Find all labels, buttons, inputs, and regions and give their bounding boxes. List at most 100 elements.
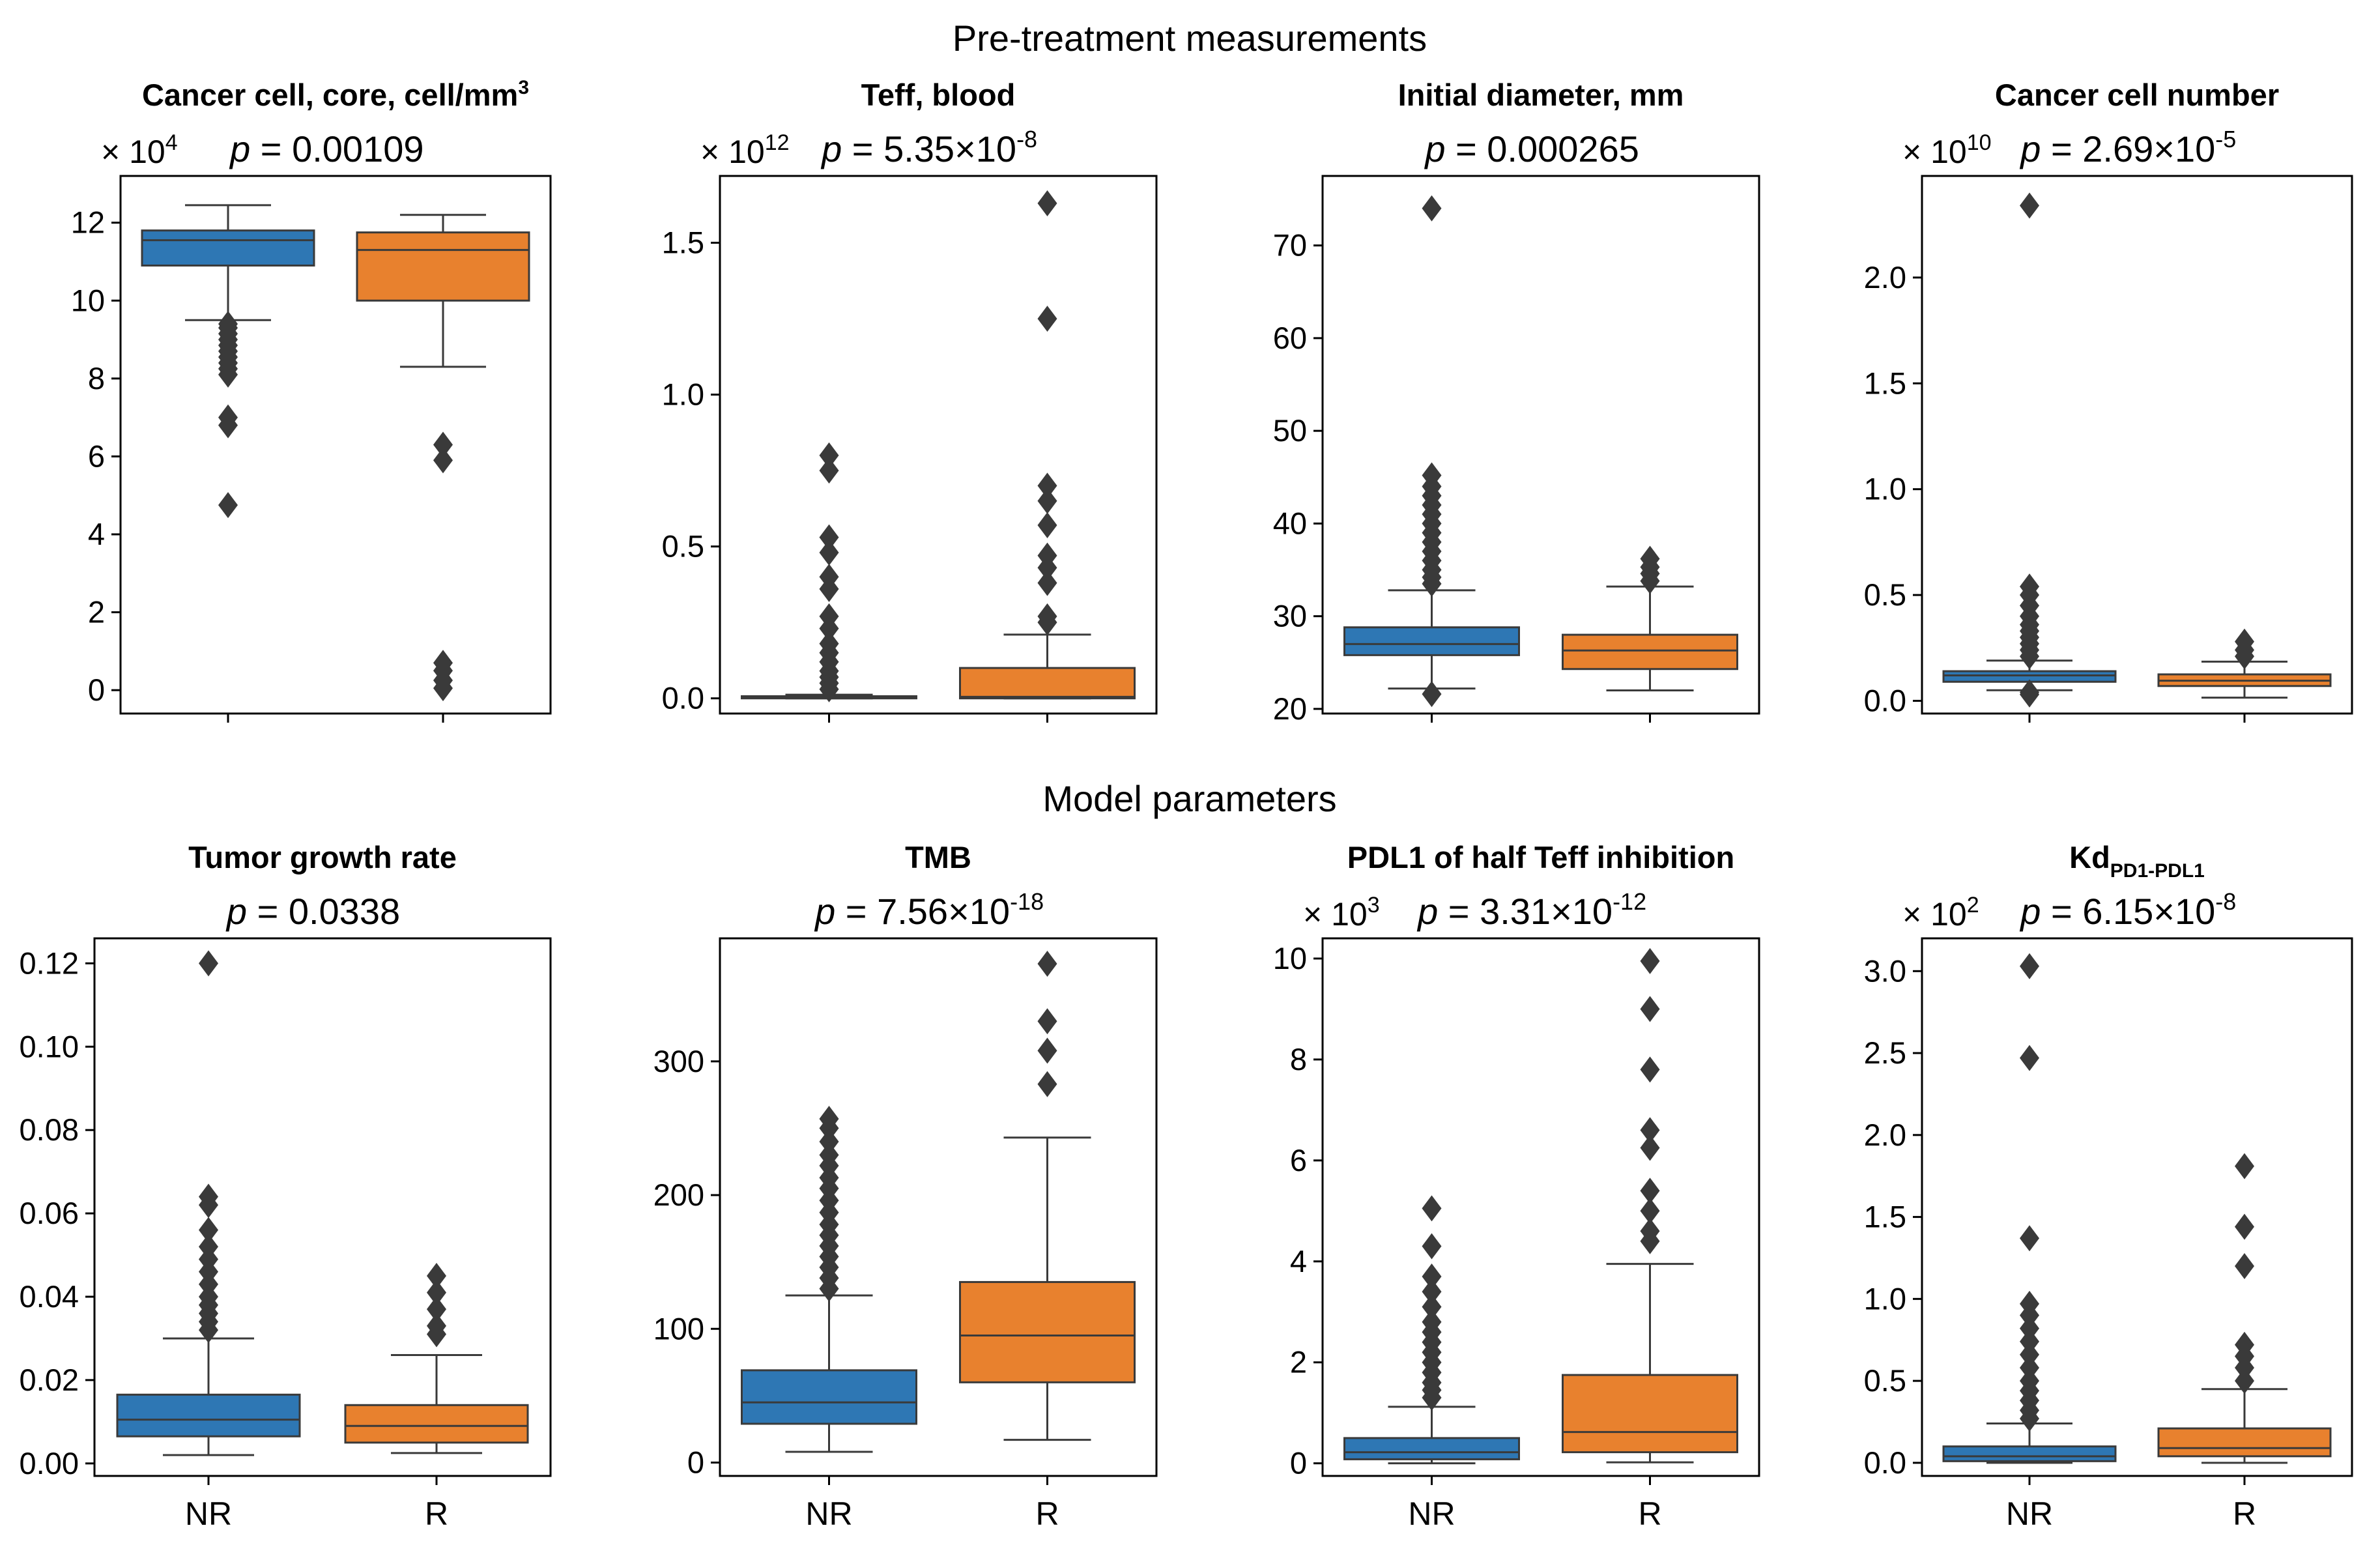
y-tick-label: 0 — [1290, 1446, 1307, 1480]
outlier-point — [819, 676, 839, 702]
outlier-point — [819, 524, 839, 551]
axis-multiplier: × 103 — [1303, 893, 1380, 932]
plot-frame — [119, 175, 552, 715]
iqr-box — [1942, 1445, 2117, 1462]
iqr-box — [959, 1280, 1136, 1383]
y-tick-label: 0.08 — [20, 1112, 79, 1147]
y-tick-label: 3.0 — [1864, 953, 1906, 988]
plot-frame — [1921, 937, 2353, 1477]
y-tick-label: 1.5 — [1864, 1200, 1906, 1234]
outlier-point — [1422, 570, 1442, 597]
panel-title-superscript: 3 — [518, 77, 529, 98]
y-tick-label: 30 — [1273, 599, 1307, 633]
chart-panel-p8: KdPD1-PDL1 p = 6.15×10-8 × 102 0.0 0.5 1.0 1.5… — [1864, 840, 2353, 1532]
outlier-point — [1037, 609, 1057, 636]
plot-frame — [1321, 175, 1760, 715]
y-tick-label: 0.5 — [1864, 1363, 1906, 1398]
section-title-pretreatment: Pre-treatment measurements — [953, 18, 1427, 59]
chart-panel-p2: Teff, blood p = 5.35×10-8 × 1012 0.0 0.5 1.0 1… — [662, 78, 1158, 723]
chart-panel-p5: Tumor growth rate p = 0.0338 0.00 0.02 0.04 0… — [20, 840, 552, 1532]
outlier-point — [1422, 1263, 1442, 1290]
outlier-point — [1037, 1071, 1057, 1097]
y-tick-label: 0.04 — [20, 1279, 79, 1314]
x-tick-label: R — [1035, 1495, 1059, 1532]
box-R — [959, 950, 1136, 1441]
y-tick-label: 8 — [88, 361, 105, 396]
outlier-point — [819, 442, 839, 469]
box-R — [1562, 947, 1738, 1464]
y-tick-label: 70 — [1273, 228, 1307, 263]
outlier-point — [218, 492, 238, 519]
panel-title: Cancer cell, core, cell/mm3 — [142, 77, 529, 112]
x-tick-label: NR — [185, 1495, 232, 1532]
y-tick-label: 60 — [1273, 321, 1307, 355]
outlier-point — [1037, 472, 1057, 499]
outlier-point — [819, 615, 839, 642]
outlier-point — [433, 675, 453, 702]
y-tick-label: 10 — [1273, 941, 1307, 975]
iqr-box — [116, 1393, 301, 1437]
axis-multiplier: × 1012 — [700, 130, 790, 170]
outlier-point — [2020, 1302, 2039, 1329]
y-tick-label: 0.0 — [662, 681, 704, 715]
plot-frame — [1921, 175, 2353, 715]
y-tick-label: 2 — [88, 595, 105, 629]
box-R — [356, 214, 530, 702]
y-tick-label: 0.10 — [20, 1029, 79, 1063]
outlier-point — [1037, 487, 1057, 514]
iqr-box — [1562, 633, 1738, 671]
outlier-point — [2020, 1405, 2039, 1432]
iqr-box — [1343, 626, 1520, 656]
y-tick-label: 20 — [1273, 691, 1307, 726]
iqr-box — [141, 229, 315, 267]
outlier-point — [218, 412, 238, 439]
box-NR — [1942, 953, 2117, 1464]
outlier-point — [1037, 306, 1057, 332]
y-tick-label: 1.0 — [1864, 1281, 1906, 1316]
y-tick-label: 50 — [1273, 413, 1307, 448]
outlier-point — [1422, 1195, 1442, 1222]
axis-multiplier: × 102 — [1902, 893, 1979, 932]
box-R — [344, 1263, 529, 1454]
chart-panel-p6: TMB p = 7.56×10-18 0 100 200 300 NR R — [653, 840, 1158, 1532]
outlier-point — [819, 1275, 839, 1302]
y-tick-label: 0 — [687, 1445, 704, 1479]
outlier-point — [427, 1263, 446, 1290]
p-value-label: p = 0.00109 — [229, 128, 423, 169]
panel-title: Teff, blood — [861, 78, 1016, 112]
panel-title: TMB — [905, 840, 971, 874]
chart-panel-p7: PDL1 of half Teff inhibition p = 3.31×10-… — [1273, 840, 1760, 1532]
x-tick-label: R — [1638, 1495, 1661, 1532]
y-tick-label: 12 — [71, 205, 105, 240]
outlier-point — [1640, 568, 1660, 594]
y-tick-label: 2 — [1290, 1345, 1307, 1379]
box-NR — [741, 1106, 917, 1453]
y-tick-label: 0.02 — [20, 1363, 79, 1397]
iqr-box — [356, 231, 530, 302]
iqr-box — [959, 667, 1136, 700]
outlier-point — [433, 447, 453, 474]
y-tick-label: 2.5 — [1864, 1035, 1906, 1070]
y-tick-label: 40 — [1273, 506, 1307, 540]
outlier-point — [1640, 1198, 1660, 1224]
outlier-point — [1422, 681, 1442, 708]
outlier-point — [1640, 947, 1660, 974]
y-tick-label: 10 — [71, 283, 105, 317]
outlier-point — [2235, 1213, 2254, 1240]
chart-panel-p4: Cancer cell number p = 2.69×10-5 × 1010 0.0… — [1864, 78, 2353, 723]
panel-title: PDL1 of half Teff inhibition — [1347, 840, 1734, 874]
outlier-point — [2020, 192, 2039, 219]
y-tick-label: 0.0 — [1864, 1445, 1906, 1480]
plot-frame — [1321, 937, 1760, 1477]
outlier-point — [199, 1192, 218, 1219]
y-tick-label: 0.00 — [20, 1446, 79, 1480]
box-R — [959, 190, 1136, 700]
x-tick-label: NR — [2006, 1495, 2053, 1532]
outlier-point — [1640, 1177, 1660, 1204]
p-value-label: p = 3.31×10-12 — [1416, 888, 1646, 932]
outlier-point — [2020, 1045, 2039, 1071]
axis-multiplier: × 104 — [101, 130, 178, 170]
outlier-point — [2235, 1153, 2254, 1179]
outlier-point — [199, 1217, 218, 1243]
x-tick-label: R — [2233, 1495, 2256, 1532]
